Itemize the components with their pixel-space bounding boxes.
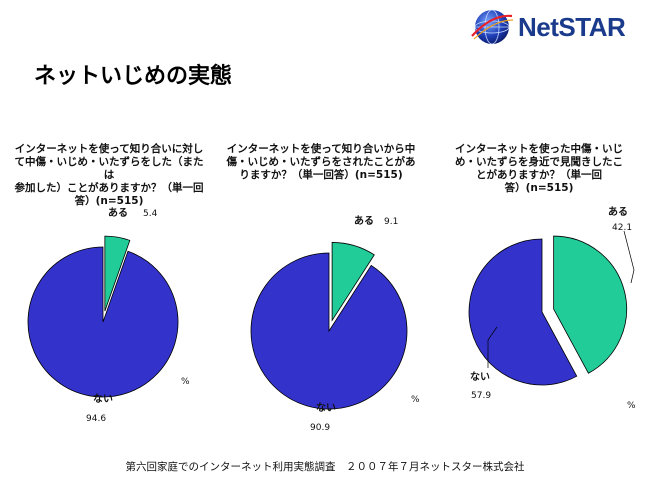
pie-slice-yes [553, 235, 627, 374]
label-yes: ある [354, 214, 374, 227]
question-line: インターネットを使った中傷・いじ [455, 143, 623, 155]
value-yes: 42.1 [612, 223, 632, 233]
value-yes: 5.4 [143, 209, 158, 219]
label-yes: ある [608, 205, 628, 218]
question-line: 参加した）ことがありますか？（単一回 [14, 182, 204, 194]
value-no: 94.6 [86, 414, 106, 424]
label-yes: ある [108, 206, 128, 219]
pie-slice-no [27, 246, 179, 398]
label-no: ない [470, 371, 490, 383]
unit-label: % [411, 395, 420, 405]
question-line: 答）(n=515) [504, 182, 574, 194]
pie-chart-3: ある 42.1 ない 57.9% [468, 205, 636, 411]
question-line: とがありますか？（単一回 [476, 169, 602, 181]
question-line: て中傷・いじめ・いたずらをした（または [14, 156, 204, 181]
leader-line-no [487, 326, 498, 368]
globe-icon [471, 9, 514, 45]
page-title: ネットいじめの実態 [34, 64, 233, 89]
value-yes: 9.1 [384, 217, 398, 227]
pie-slice-yes [331, 242, 375, 322]
pie-slice-no [468, 238, 578, 386]
question-line: 答）(n=515) [74, 195, 144, 207]
label-no: ない [93, 393, 113, 405]
pie-chart-1: ある 5.4 ない 94.6% [27, 206, 190, 424]
pie-chart-2: ある 9.1 ない 90.9% [250, 214, 420, 433]
question-1: インターネットを使って知り合いに対し て中傷・いじめ・いたずらをした（または 参加し… [14, 143, 204, 208]
pie-slice-yes [104, 235, 131, 312]
netstar-logo: NetSTAR [470, 6, 646, 46]
question-line: 傷・いじめ・いたずらをされたことがあ [226, 156, 416, 168]
leader-line-yes [623, 230, 635, 284]
value-no: 57.9 [471, 391, 491, 401]
pie-slice-no [250, 252, 408, 410]
label-no: ない [316, 402, 336, 414]
question-line: め・いたずらを身近で見聞きしたこ [455, 156, 623, 168]
unit-label: % [181, 377, 190, 387]
question-line: りますか？（単一回答）(n=515) [239, 169, 403, 181]
logo-text: NetSTAR [518, 12, 626, 42]
question-3: インターネットを使った中傷・いじ め・いたずらを身近で見聞きしたこ とがありますか？… [444, 143, 634, 195]
question-line: インターネットを使って知り合いから中 [226, 143, 416, 155]
question-2: インターネットを使って知り合いから中 傷・いじめ・いたずらをされたことがあ りますか… [226, 143, 416, 182]
value-no: 90.9 [310, 423, 330, 433]
source-note: 第六回家庭でのインターネット利用実態調査 ２００７年７月ネットスター株式会社 [125, 461, 525, 473]
question-line: インターネットを使って知り合いに対し [14, 143, 204, 155]
unit-label: % [627, 401, 636, 411]
